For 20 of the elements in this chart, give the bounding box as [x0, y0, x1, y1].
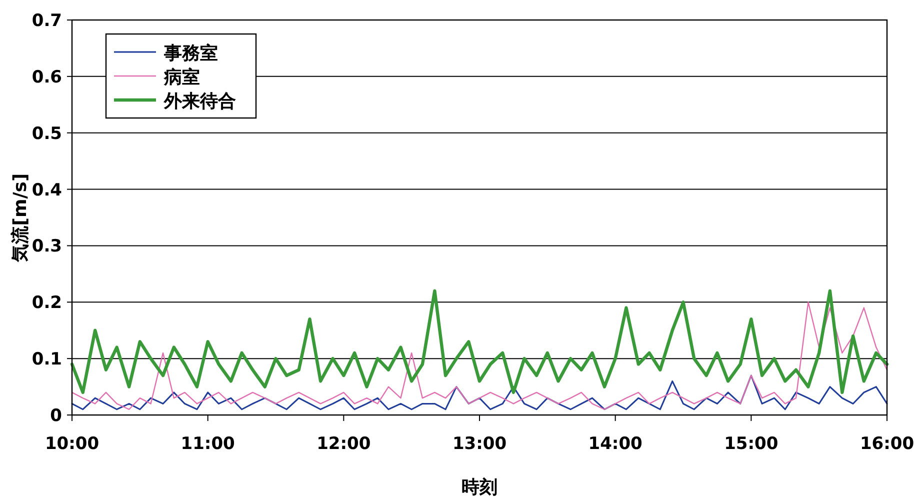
x-tick-label: 15:00 — [724, 434, 778, 454]
legend-label: 事務室 — [163, 43, 218, 64]
y-axis-title: 気流[m/s] — [10, 173, 31, 263]
x-tick-label: 12:00 — [316, 434, 371, 454]
x-tick-label: 11:00 — [180, 434, 236, 454]
y-tick-label: 0.1 — [32, 350, 62, 370]
x-tick-label: 14:00 — [588, 434, 643, 454]
y-tick-label: 0.5 — [32, 124, 62, 144]
legend-label: 病室 — [163, 67, 200, 88]
legend-label: 外来待合 — [163, 91, 236, 112]
y-tick-label: 0.4 — [32, 180, 62, 200]
y-tick-label: 0.6 — [32, 67, 62, 88]
x-tick-label: 13:00 — [452, 434, 507, 454]
x-tick-label: 10:00 — [44, 434, 100, 454]
x-tick-label: 16:00 — [860, 434, 914, 454]
y-tick-label: 0 — [50, 406, 62, 426]
y-tick-label: 0.7 — [32, 11, 62, 31]
y-tick-label: 0.2 — [32, 293, 62, 314]
y-tick-label: 0.3 — [32, 236, 62, 257]
x-axis-title: 時刻 — [462, 477, 498, 498]
